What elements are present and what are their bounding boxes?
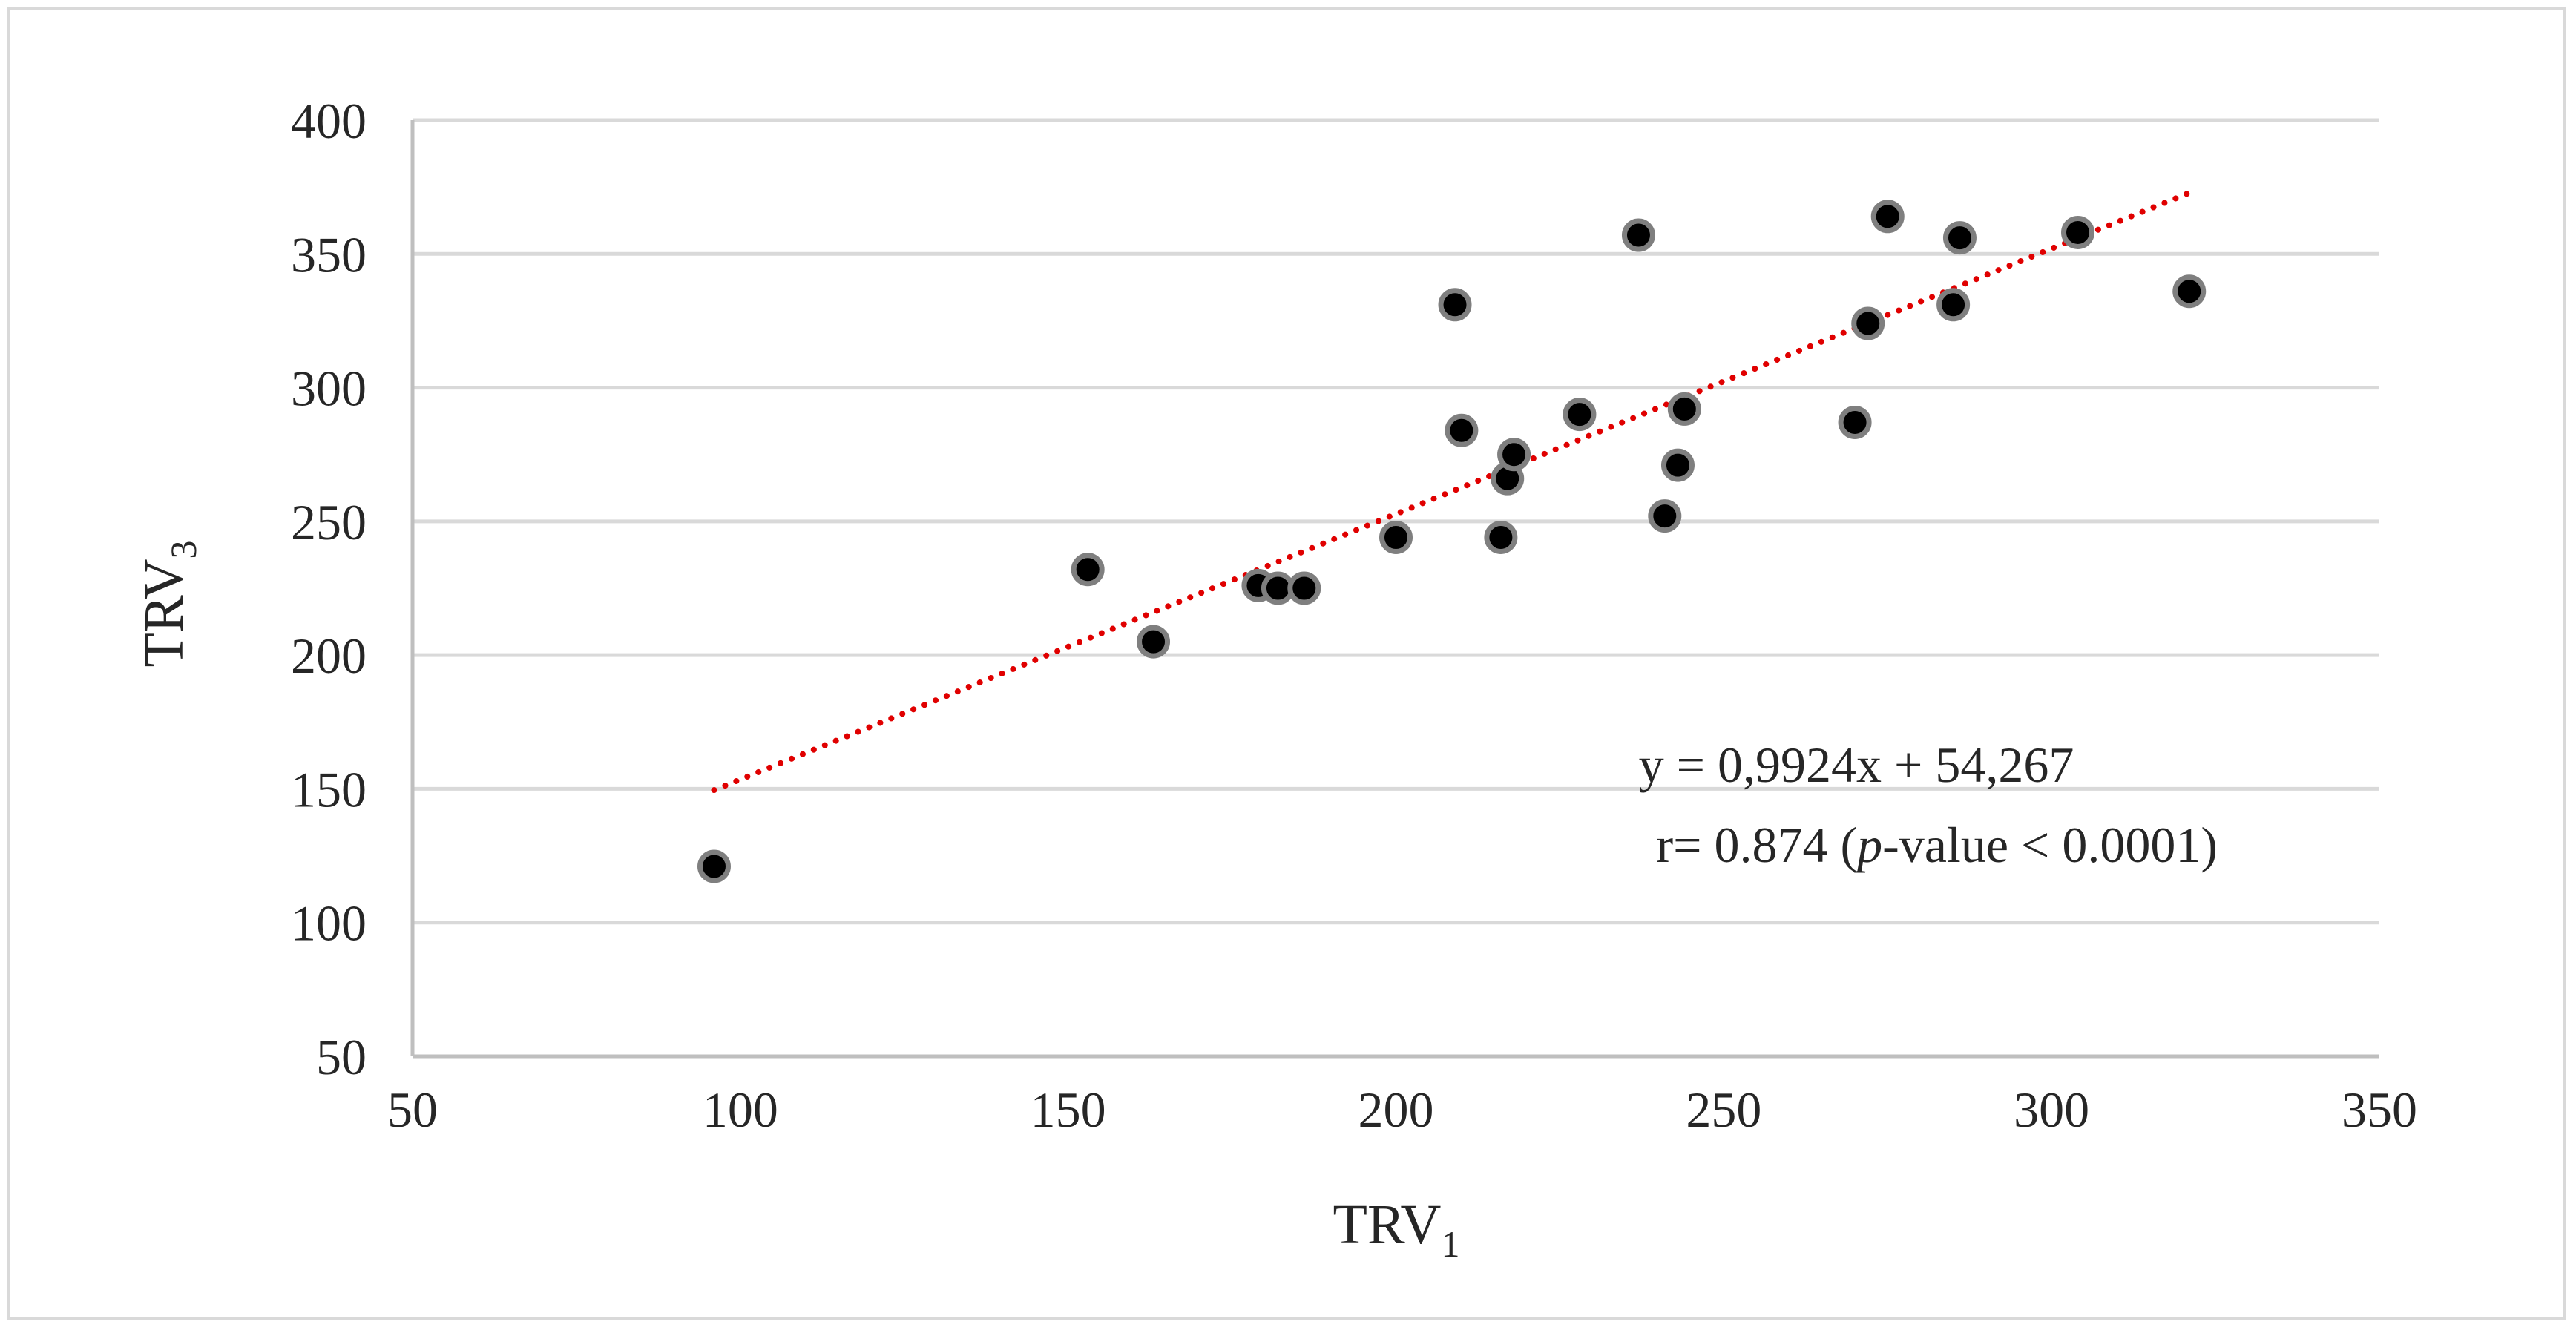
p-italic: p (1854, 817, 1882, 873)
x-tick-label-350: 350 (2342, 1082, 2417, 1138)
correlation-prefix: r= 0.874 ( (1656, 817, 1857, 873)
chart-frame: 50 100 150 200 250 300 350 400 50 100 150 200 250 30… (7, 7, 2566, 1320)
y-axis-title-main: TRV (133, 559, 195, 667)
y-axis-title: TRV3 (133, 541, 204, 668)
x-axis-title: TRV1 (1333, 1194, 1460, 1265)
y-tick-label-150: 150 (291, 761, 367, 817)
x-tick-label-50: 50 (387, 1082, 438, 1138)
data-point-7 (1379, 520, 1413, 554)
data-point-6 (1287, 571, 1321, 605)
y-tick-label-350: 350 (291, 226, 367, 283)
x-tick-labels: 50 100 150 200 250 300 350 (387, 1082, 2417, 1138)
correlation-annotation: r= 0.874 (p-value < 0.0001) (1656, 817, 2218, 873)
data-point-23 (2061, 215, 2095, 249)
axes (410, 120, 2379, 1059)
data-point-15 (1648, 499, 1682, 533)
x-tick-label-250: 250 (1686, 1082, 1761, 1138)
data-point-10 (1484, 520, 1518, 554)
data-point-22 (1942, 221, 1977, 255)
trendline-group (711, 189, 2192, 794)
regression-equation: y = 0,9924x + 54,267 (1639, 737, 2074, 793)
data-point-20 (1870, 200, 1905, 234)
x-tick-label-300: 300 (2014, 1082, 2089, 1138)
x-tick-label-100: 100 (703, 1082, 778, 1138)
x-axis-title-subscript: 1 (1441, 1223, 1459, 1265)
y-tick-label-250: 250 (291, 494, 367, 550)
data-point-13 (1563, 398, 1597, 432)
correlation-suffix: -value < 0.0001) (1882, 817, 2218, 873)
y-tick-labels: 50 100 150 200 250 300 350 400 (291, 93, 367, 1085)
data-point-9 (1445, 413, 1479, 447)
data-point-1 (697, 849, 731, 883)
data-point-14 (1621, 218, 1655, 252)
trendline (711, 189, 2192, 794)
data-point-2 (1071, 553, 1105, 587)
data-point-3 (1137, 625, 1171, 659)
y-tick-label-200: 200 (291, 628, 367, 684)
y-tick-label-400: 400 (291, 93, 367, 149)
scatter-chart: 50 100 150 200 250 300 350 400 50 100 150 200 250 30… (133, 93, 2417, 1265)
data-point-24 (2172, 274, 2207, 309)
data-point-12 (1497, 438, 1531, 472)
data-point-17 (1667, 392, 1701, 426)
data-points (697, 200, 2207, 883)
y-tick-label-100: 100 (291, 895, 367, 952)
x-tick-label-150: 150 (1031, 1082, 1106, 1138)
y-tick-label-50: 50 (316, 1029, 367, 1085)
data-point-21 (1936, 288, 1971, 322)
data-point-18 (1838, 405, 1872, 439)
y-axis-title-subscript: 3 (162, 541, 204, 559)
x-axis-title-main: TRV (1333, 1194, 1442, 1256)
grid-lines (413, 118, 2379, 925)
y-tick-label-300: 300 (291, 361, 367, 417)
data-point-19 (1851, 306, 1885, 340)
data-point-8 (1438, 288, 1472, 322)
x-tick-label-200: 200 (1358, 1082, 1434, 1138)
data-point-16 (1660, 448, 1695, 482)
